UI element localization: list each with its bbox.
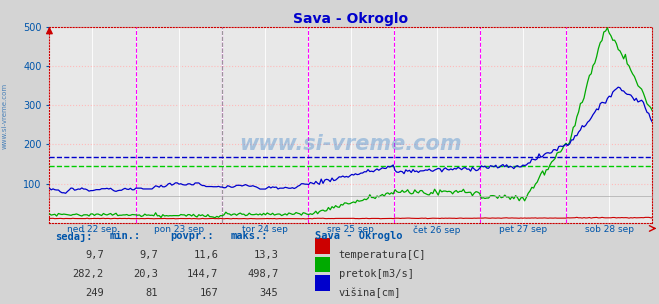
Text: 13,3: 13,3 [254,250,279,260]
Bar [315,238,330,254]
Text: Sava - Okroglo: Sava - Okroglo [315,231,402,241]
Text: 81: 81 [146,288,158,298]
Title: Sava - Okroglo: Sava - Okroglo [293,12,409,26]
Text: 249: 249 [85,288,103,298]
Text: 167: 167 [200,288,218,298]
Text: pretok[m3/s]: pretok[m3/s] [339,269,414,279]
Text: povpr.:: povpr.: [170,231,214,241]
Text: min.:: min.: [109,231,141,241]
Text: 20,3: 20,3 [133,269,158,279]
Text: www.si-vreme.com: www.si-vreme.com [2,82,8,149]
Text: 9,7: 9,7 [85,250,103,260]
Text: 9,7: 9,7 [139,250,158,260]
Text: maks.:: maks.: [231,231,268,241]
Text: 345: 345 [260,288,279,298]
Text: 11,6: 11,6 [193,250,218,260]
Text: www.si-vreme.com: www.si-vreme.com [240,134,462,154]
Bar [315,275,330,291]
Text: višina[cm]: višina[cm] [339,288,401,298]
Text: 144,7: 144,7 [187,269,218,279]
Text: 282,2: 282,2 [72,269,103,279]
Text: 498,7: 498,7 [247,269,279,279]
Text: temperatura[C]: temperatura[C] [339,250,426,260]
Text: sedaj:: sedaj: [55,231,93,242]
Bar [315,257,330,272]
